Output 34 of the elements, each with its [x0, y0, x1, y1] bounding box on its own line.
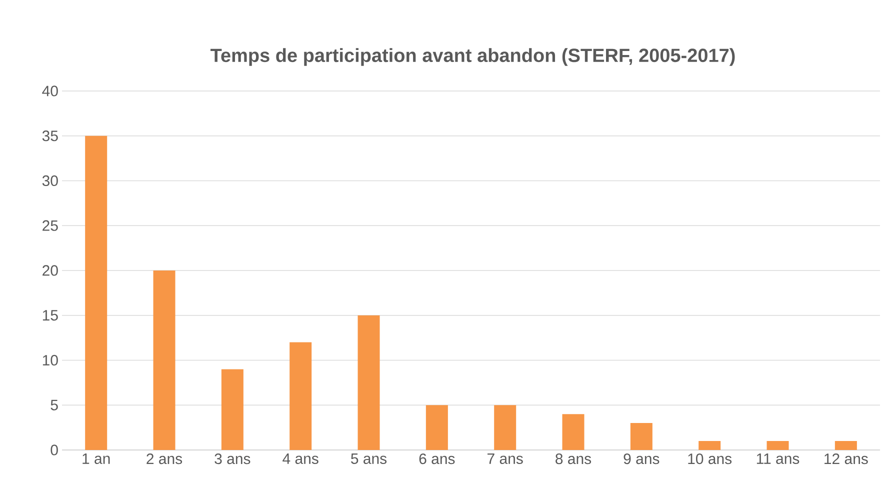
y-tick-label: 5 — [50, 400, 58, 410]
y-tick-label: 30 — [42, 175, 58, 186]
bar — [221, 369, 244, 450]
bar — [494, 405, 516, 450]
x-tick-label: 2 ans — [146, 454, 182, 464]
y-tick-label: 10 — [42, 354, 58, 366]
bar — [290, 342, 312, 450]
y-tick-label: 25 — [42, 220, 58, 231]
x-tick-label: 9 ans — [624, 454, 660, 464]
bar — [698, 441, 721, 450]
y-tick-label: 35 — [42, 130, 58, 142]
bar — [426, 405, 448, 450]
x-tick-label: 8 ans — [556, 454, 592, 464]
x-tick-label: 3 ans — [214, 454, 250, 464]
x-tick-label: 5 ans — [351, 454, 387, 464]
x-tick-label: 4 ans — [282, 454, 318, 464]
x-tick-label: 6 ans — [419, 454, 455, 464]
x-tick-label: 12 ans — [824, 454, 868, 464]
bar — [630, 423, 652, 450]
chart-title: Temps de participation avant abandon (STERF, 2005-2017) — [210, 48, 735, 66]
bar — [766, 441, 789, 450]
bar — [358, 315, 380, 450]
x-tick-label: 7 ans — [488, 454, 523, 464]
y-tick-label: 15 — [42, 310, 58, 321]
y-tick-label: 0 — [50, 444, 58, 456]
y-tick-label: 40 — [42, 86, 58, 96]
bar — [85, 136, 108, 450]
bar — [834, 441, 857, 450]
x-tick-label: 11 ans — [756, 454, 800, 464]
bar — [562, 414, 584, 450]
y-tick-label: 20 — [42, 265, 58, 276]
x-tick-label: 10 ans — [688, 454, 732, 464]
bar — [153, 270, 176, 450]
x-tick-label: 1 an — [82, 454, 110, 464]
